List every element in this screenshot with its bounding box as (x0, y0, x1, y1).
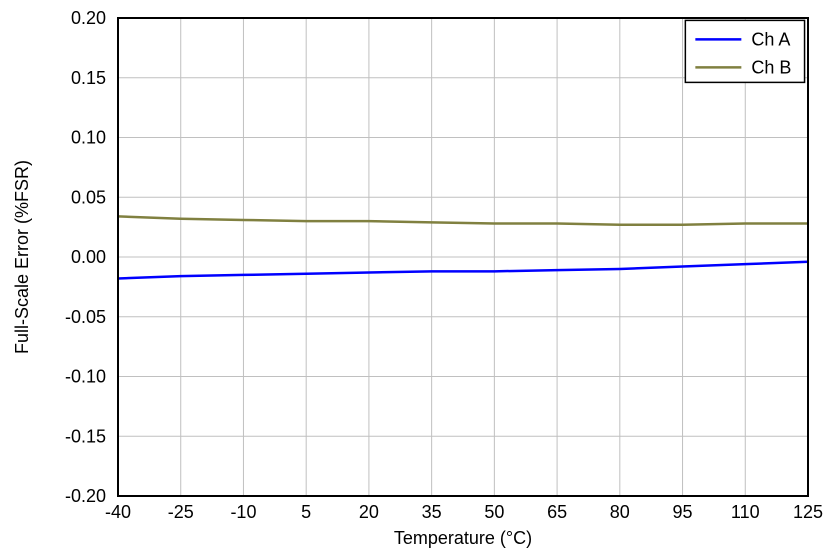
x-tick-label: -10 (230, 502, 256, 522)
legend-entry-label: Ch B (751, 58, 791, 78)
x-tick-label: 110 (731, 502, 760, 522)
y-axis-label: Full-Scale Error (%FSR) (12, 160, 32, 354)
x-tick-label: 35 (422, 502, 442, 522)
y-tick-label: 0.10 (71, 128, 106, 148)
y-tick-label: 0.05 (71, 187, 106, 207)
line-chart: -40 -25 -10 5 20 35 50 65 80 95 110 125 -0.20 -0.15 -0… (0, 0, 839, 559)
y-tick-label: -0.10 (65, 367, 106, 387)
y-tick-label: -0.20 (65, 486, 106, 506)
x-tick-label: 50 (484, 502, 504, 522)
x-tick-label: 20 (359, 502, 379, 522)
x-tick-label: 125 (793, 502, 823, 522)
x-tick-label: 5 (301, 502, 311, 522)
x-tick-label: 65 (547, 502, 567, 522)
y-tick-label: -0.05 (65, 307, 106, 327)
x-axis-label: Temperature (°C) (394, 528, 532, 548)
x-tick-label: -40 (105, 502, 131, 522)
legend: Ch A Ch B (685, 20, 804, 82)
y-tick-label: -0.15 (65, 426, 106, 446)
y-tick-label: 0.20 (71, 8, 106, 28)
chart-container: -40 -25 -10 5 20 35 50 65 80 95 110 125 -0.20 -0.15 -0… (0, 0, 839, 559)
x-tick-label: 95 (673, 502, 693, 522)
x-tick-label: -25 (168, 502, 194, 522)
x-tick-label: 80 (610, 502, 630, 522)
y-tick-label: 0.00 (71, 247, 106, 267)
legend-entry-label: Ch A (751, 30, 790, 50)
y-tick-label: 0.15 (71, 68, 106, 88)
